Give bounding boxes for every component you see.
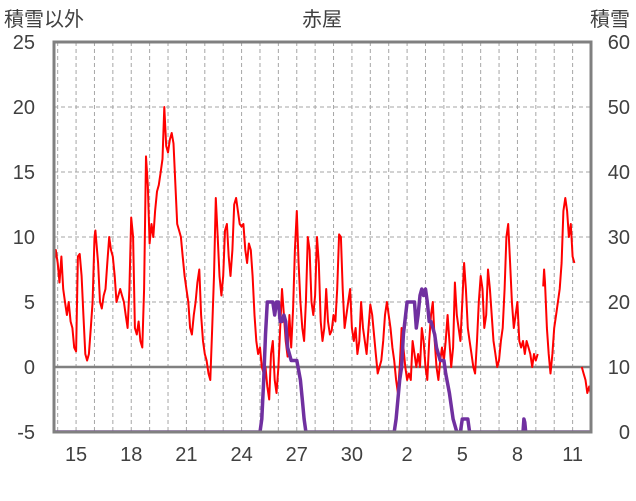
right-tick-label: 10 [608,357,630,379]
other-series-line-0 [542,197,576,375]
x-tick-label: 30 [341,444,363,466]
left-tick-label: 5 [24,292,35,314]
left-tick-label: 20 [13,97,35,119]
right-tick-label: 0 [619,422,630,444]
other-series-line-0 [54,106,539,401]
right-axis-ticks: 0 10 20 30 40 50 60 [608,32,630,444]
x-axis-ticks: 15 18 21 24 27 30 2 5 8 11 [65,444,583,466]
x-tick-label: 27 [286,444,308,466]
right-tick-label: 20 [608,292,630,314]
x-tick-label: 24 [230,444,252,466]
right-axis-label: 積雪 [590,8,630,31]
snow-depth-line-1 [54,287,591,432]
series-layer [54,106,591,432]
left-tick-label: 10 [13,227,35,249]
right-tick-label: 50 [608,97,630,119]
left-tick-label: 0 [24,357,35,379]
x-tick-label: 18 [120,444,142,466]
plot-frame [52,40,593,434]
right-tick-label: 40 [608,162,630,184]
other-series-line-0 [580,366,591,397]
left-tick-label: -5 [17,422,35,444]
chart-title: 赤屋 [302,8,342,31]
x-tick-label: 8 [512,444,523,466]
gridlines [54,42,592,432]
left-tick-label: 15 [13,162,35,184]
x-tick-label: 21 [175,444,197,466]
left-axis-ticks: -5 0 5 10 15 20 25 [13,32,35,444]
left-tick-label: 25 [13,32,35,54]
right-tick-label: 30 [608,227,630,249]
left-axis-label: 積雪以外 [4,8,84,31]
x-tick-label: 2 [402,444,413,466]
x-tick-label: 15 [65,444,87,466]
right-tick-label: 60 [608,32,630,54]
x-tick-label: 11 [562,444,583,466]
x-tick-label: 5 [457,444,468,466]
